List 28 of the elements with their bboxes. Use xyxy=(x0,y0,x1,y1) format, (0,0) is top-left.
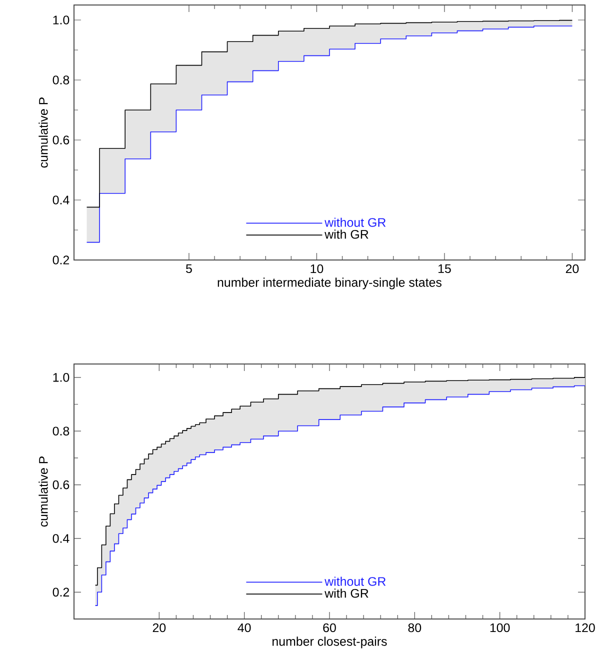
x-axis-title: number closest-pairs xyxy=(272,636,387,648)
x-tick-label: 100 xyxy=(490,623,510,632)
y-tick-label: 0.6 xyxy=(52,480,70,490)
x-tick-label: 20 xyxy=(566,264,579,274)
text: without GR xyxy=(324,218,386,227)
text: with GR xyxy=(324,230,368,239)
y-tick-label: 0.2 xyxy=(52,256,70,264)
x-tick-label: 60 xyxy=(323,623,336,632)
y-tick-label: 1.0 xyxy=(53,373,70,382)
y-tick-label: 0.8 xyxy=(52,76,70,84)
y-tick-label: 0.4 xyxy=(52,534,70,543)
y-tick-label: 0.4 xyxy=(52,196,70,204)
y-tick-label: 0.6 xyxy=(52,136,70,144)
text: without GR xyxy=(324,576,386,586)
y-axis-title: cumulative P xyxy=(38,98,48,168)
x-tick-label: 80 xyxy=(408,623,422,632)
y-tick-label: 0.8 xyxy=(52,426,70,436)
y-axis-title: cumulative P xyxy=(38,456,48,527)
y-tick-label: 0.2 xyxy=(52,588,70,597)
x-axis-title: number intermediate binary-single states xyxy=(218,278,442,290)
y-tick-label: 1.0 xyxy=(53,16,70,24)
x-tick-label: 10 xyxy=(310,264,324,274)
x-tick-label: 5 xyxy=(186,264,192,274)
x-tick-label: 15 xyxy=(438,264,451,274)
text: with GR xyxy=(324,588,368,598)
x-tick-label: 20 xyxy=(152,623,166,632)
x-tick-label: 40 xyxy=(238,623,251,632)
x-tick-label: 120 xyxy=(576,623,595,632)
